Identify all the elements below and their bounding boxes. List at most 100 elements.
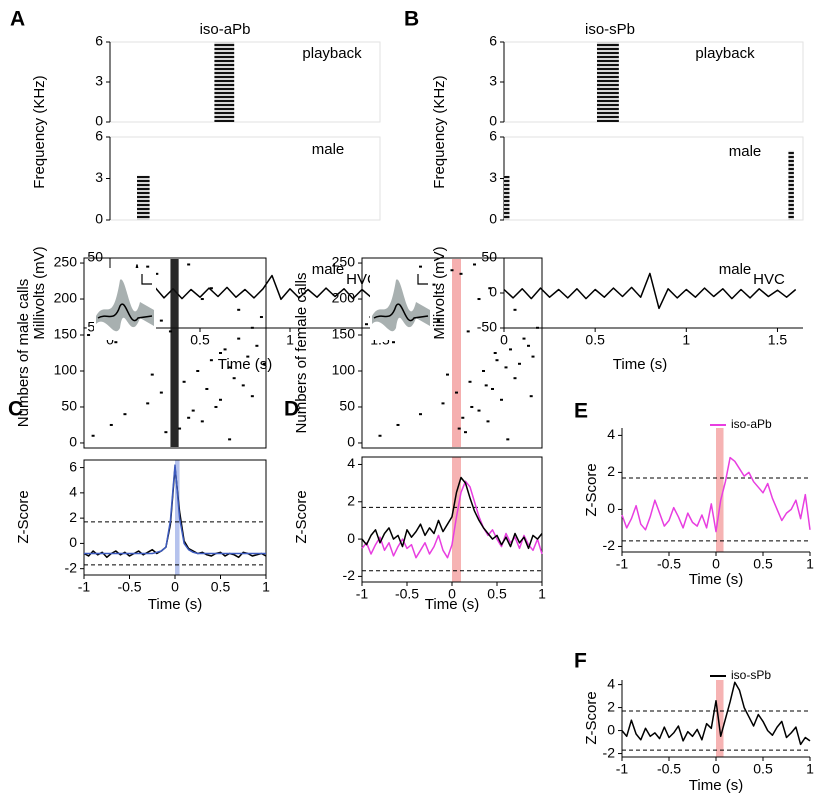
y-tick-label: 3 bbox=[489, 73, 497, 89]
y-tick-label: 0 bbox=[95, 113, 103, 129]
spike bbox=[178, 427, 182, 430]
x-axis-label: Time (s) bbox=[689, 777, 743, 794]
spike bbox=[473, 263, 476, 266]
x-tick-label: -0.5 bbox=[657, 761, 681, 777]
spike bbox=[187, 263, 191, 266]
x-tick-label: 1 bbox=[538, 586, 546, 602]
y-tick-label: 4 bbox=[347, 455, 355, 471]
y-tick-label: 200 bbox=[332, 290, 356, 306]
spike bbox=[488, 287, 492, 290]
plot-annotation: male bbox=[312, 141, 345, 158]
plot-frame bbox=[83, 257, 267, 449]
plot-annotation: playback bbox=[695, 45, 755, 62]
y-axis-label: Millivolts (mV) bbox=[31, 246, 48, 339]
spike bbox=[164, 431, 168, 434]
y-tick-label: 150 bbox=[54, 326, 78, 342]
call-spectrogram bbox=[137, 175, 150, 220]
spike bbox=[146, 265, 150, 268]
x-tick-label: 0 bbox=[448, 586, 456, 602]
x-tick-label: 0.5 bbox=[211, 579, 231, 595]
y-tick-label: 0 bbox=[69, 534, 77, 550]
spike bbox=[477, 298, 481, 301]
y-tick-label: -50 bbox=[477, 319, 497, 335]
spike bbox=[477, 409, 481, 412]
spike bbox=[513, 308, 517, 311]
y-axis-label: Z-Score bbox=[583, 691, 600, 744]
y-tick-label: 6 bbox=[489, 33, 497, 49]
x-tick-label: -1 bbox=[356, 586, 369, 602]
x-tick-label: -1 bbox=[616, 556, 629, 572]
spike bbox=[450, 269, 454, 272]
y-tick-label: -2 bbox=[603, 744, 616, 760]
spike bbox=[241, 384, 245, 387]
y-tick-label: 2 bbox=[69, 509, 77, 525]
y-axis-label: Z-Score bbox=[583, 463, 600, 516]
data-line bbox=[84, 464, 266, 555]
y-axis-label: Numbers of female calls bbox=[293, 273, 310, 434]
y-tick-label: 6 bbox=[489, 128, 497, 144]
inset-waveform-mean bbox=[373, 303, 429, 322]
x-tick-label: 0.5 bbox=[190, 332, 210, 348]
call-spectrogram bbox=[214, 42, 235, 122]
spike bbox=[114, 341, 118, 344]
spike bbox=[205, 387, 209, 390]
y-tick-label: 0 bbox=[489, 284, 497, 300]
y-tick-label: 3 bbox=[95, 169, 103, 185]
spike bbox=[209, 359, 213, 362]
y-axis-label: Numbers of male calls bbox=[15, 279, 32, 427]
y-tick-label: 100 bbox=[54, 362, 78, 378]
y-tick-label: 0 bbox=[347, 530, 355, 546]
y-tick-label: 0 bbox=[69, 434, 77, 450]
plot-annotation-subscript: HVC bbox=[753, 271, 785, 288]
y-tick-label: 0 bbox=[607, 721, 615, 737]
x-tick-label: 0 bbox=[712, 761, 720, 777]
y-tick-label: 0 bbox=[489, 113, 497, 129]
spike bbox=[419, 265, 422, 268]
legend-label: iso-aPb bbox=[731, 417, 772, 431]
x-tick-label: -0.5 bbox=[657, 556, 681, 572]
call-spectrogram bbox=[504, 175, 510, 220]
y-axis-label: Frequency (KHz) bbox=[31, 75, 48, 188]
inset-waveform-mean bbox=[97, 303, 153, 322]
x-tick-label: 1 bbox=[682, 332, 690, 348]
spike bbox=[457, 427, 461, 430]
y-tick-label: 100 bbox=[332, 362, 356, 378]
y-tick-label: -2 bbox=[343, 567, 356, 583]
spike bbox=[470, 405, 474, 408]
y-tick-label: -2 bbox=[603, 537, 616, 553]
highlight-band bbox=[175, 460, 180, 575]
call-spectrogram bbox=[788, 150, 794, 220]
spike bbox=[396, 423, 400, 426]
spike bbox=[123, 413, 127, 416]
plot-annotation: male bbox=[719, 261, 752, 278]
spike bbox=[246, 355, 250, 358]
y-tick-label: 6 bbox=[95, 128, 103, 144]
x-tick-label: 1.5 bbox=[768, 332, 788, 348]
highlight-band bbox=[716, 680, 724, 757]
x-tick-label: 0 bbox=[712, 556, 720, 572]
spike bbox=[109, 423, 113, 426]
stimulus-title: iso-aPb bbox=[200, 21, 251, 38]
x-axis-label: Time (s) bbox=[425, 596, 479, 613]
dense-spike-band bbox=[170, 259, 179, 447]
x-tick-label: 0 bbox=[171, 579, 179, 595]
spike bbox=[159, 319, 163, 322]
y-tick-label: 150 bbox=[332, 326, 356, 342]
spike bbox=[495, 359, 499, 362]
spike bbox=[493, 352, 497, 354]
x-tick-label: 0.5 bbox=[487, 586, 507, 602]
y-tick-label: 4 bbox=[69, 484, 77, 500]
spike bbox=[441, 402, 445, 405]
spike bbox=[446, 373, 449, 376]
x-tick-label: -1 bbox=[616, 761, 629, 777]
spike bbox=[91, 434, 95, 437]
spike bbox=[250, 326, 254, 329]
spike bbox=[209, 287, 213, 290]
x-axis-label: Time (s) bbox=[218, 356, 272, 373]
plot-annotation: playback bbox=[302, 45, 362, 62]
call-spectrogram bbox=[596, 42, 619, 122]
spike bbox=[468, 380, 472, 383]
spike bbox=[200, 298, 204, 301]
